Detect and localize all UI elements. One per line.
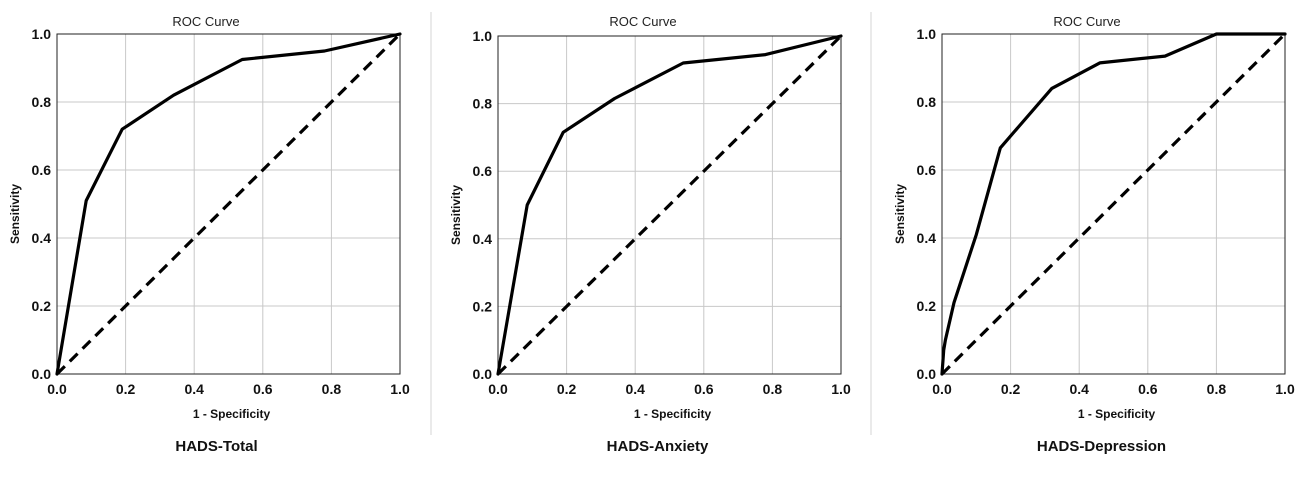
y-tick-label: 0.4	[32, 230, 52, 246]
roc-curve-point	[121, 128, 124, 131]
y-tick-label: 0.0	[473, 366, 493, 382]
reference-diagonal-line	[496, 34, 843, 376]
roc-curve-point	[241, 58, 244, 61]
y-tick-label: 0.0	[917, 366, 937, 382]
panel-caption: HADS-Anxiety	[607, 438, 709, 455]
reference-diagonal-line	[55, 32, 402, 376]
y-tick-label: 0.6	[917, 162, 937, 178]
roc-curve-point	[1164, 55, 1166, 57]
x-tick-label: 0.2	[1001, 381, 1021, 397]
x-axis-label: 1 - Specificity	[634, 407, 712, 421]
roc-panel-1: ROC Curve 0.0 0.2 0.4 0.6 0.8 1.0 0.0 0.2 0.4 0.6 0…	[8, 14, 410, 455]
roc-curve-point	[764, 53, 767, 56]
x-tick-label: 0.0	[932, 381, 952, 397]
plot-frame	[497, 35, 842, 375]
plot-frame	[56, 33, 401, 375]
y-tick-label: 0.6	[32, 162, 52, 178]
y-tick-label: 1.0	[917, 26, 937, 42]
roc-curve-point	[1284, 33, 1286, 35]
x-tick-label: 0.6	[694, 381, 714, 397]
x-tick-label: 0.0	[488, 381, 508, 397]
x-axis-label: 1 - Specificity	[193, 407, 271, 421]
y-tick-label: 0.2	[32, 298, 52, 314]
panel-caption: HADS-Depression	[1037, 438, 1166, 455]
x-tick-label: 0.2	[116, 381, 136, 397]
x-tick-label: 0.8	[322, 381, 342, 397]
roc-curve-point	[323, 50, 326, 52]
y-tick-label: 0.4	[917, 230, 937, 246]
roc-curve-point	[944, 339, 947, 341]
roc-curve-point	[613, 97, 616, 100]
y-tick-label: 0.6	[473, 163, 493, 179]
roc-curve-point	[172, 94, 175, 97]
y-axis-label: Sensitivity	[8, 184, 22, 244]
x-tick-label: 0.4	[184, 381, 204, 397]
roc-panel-3: ROC Curve 0.0 0.2 0.4 0.6 0.8 1.0 0.0 0.2 0.4 0.6 0…	[893, 14, 1295, 455]
x-tick-label: 0.2	[557, 381, 577, 397]
y-tick-label: 1.0	[473, 28, 493, 44]
x-tick-label: 1.0	[390, 381, 410, 397]
y-tick-label: 0.2	[917, 298, 937, 314]
chart-title: ROC Curve	[172, 14, 239, 29]
y-tick-label: 0.8	[473, 96, 493, 112]
roc-curve-point	[975, 233, 978, 236]
y-tick-label: 1.0	[32, 26, 52, 42]
y-tick-label: 0.8	[32, 94, 52, 110]
x-tick-label: 0.6	[253, 381, 273, 397]
roc-curve-point	[562, 131, 565, 134]
roc-curve-point	[85, 199, 88, 202]
reference-diagonal-line	[940, 32, 1287, 376]
y-tick-label: 0.8	[917, 94, 937, 110]
panel-caption: HADS-Total	[175, 438, 257, 455]
y-tick-label: 0.0	[32, 366, 52, 382]
x-tick-label: 0.8	[763, 381, 783, 397]
chart-title: ROC Curve	[609, 14, 676, 29]
x-axis-label: 1 - Specificity	[1078, 407, 1156, 421]
roc-curve-point	[999, 147, 1002, 149]
roc-curve-point	[526, 204, 529, 206]
roc-curve-point	[1050, 87, 1053, 90]
x-tick-label: 0.4	[625, 381, 645, 397]
roc-curve-point	[942, 349, 945, 352]
roc-curve-point	[399, 33, 401, 35]
chart-title: ROC Curve	[1053, 14, 1120, 29]
x-tick-label: 0.0	[47, 381, 67, 397]
x-tick-label: 0.8	[1207, 381, 1227, 397]
roc-curve-point	[682, 62, 685, 64]
x-tick-label: 1.0	[1275, 381, 1295, 397]
roc-curve-point	[1098, 62, 1101, 64]
roc-curve-point	[840, 35, 842, 37]
x-tick-label: 0.4	[1069, 381, 1089, 397]
y-tick-label: 0.2	[473, 298, 493, 314]
plot-frame	[941, 33, 1286, 375]
roc-panel-2: ROC Curve 0.0 0.2 0.4 0.6 0.8 1.0 0.0 0.2 0.4 0.6 0…	[449, 14, 851, 455]
x-tick-label: 1.0	[831, 381, 851, 397]
roc-curve-point	[1215, 33, 1218, 35]
x-tick-label: 0.6	[1138, 381, 1158, 397]
y-axis-label: Sensitivity	[893, 184, 907, 244]
y-axis-label: Sensitivity	[449, 185, 463, 245]
y-tick-label: 0.4	[473, 231, 493, 247]
roc-curve-point	[953, 301, 955, 304]
